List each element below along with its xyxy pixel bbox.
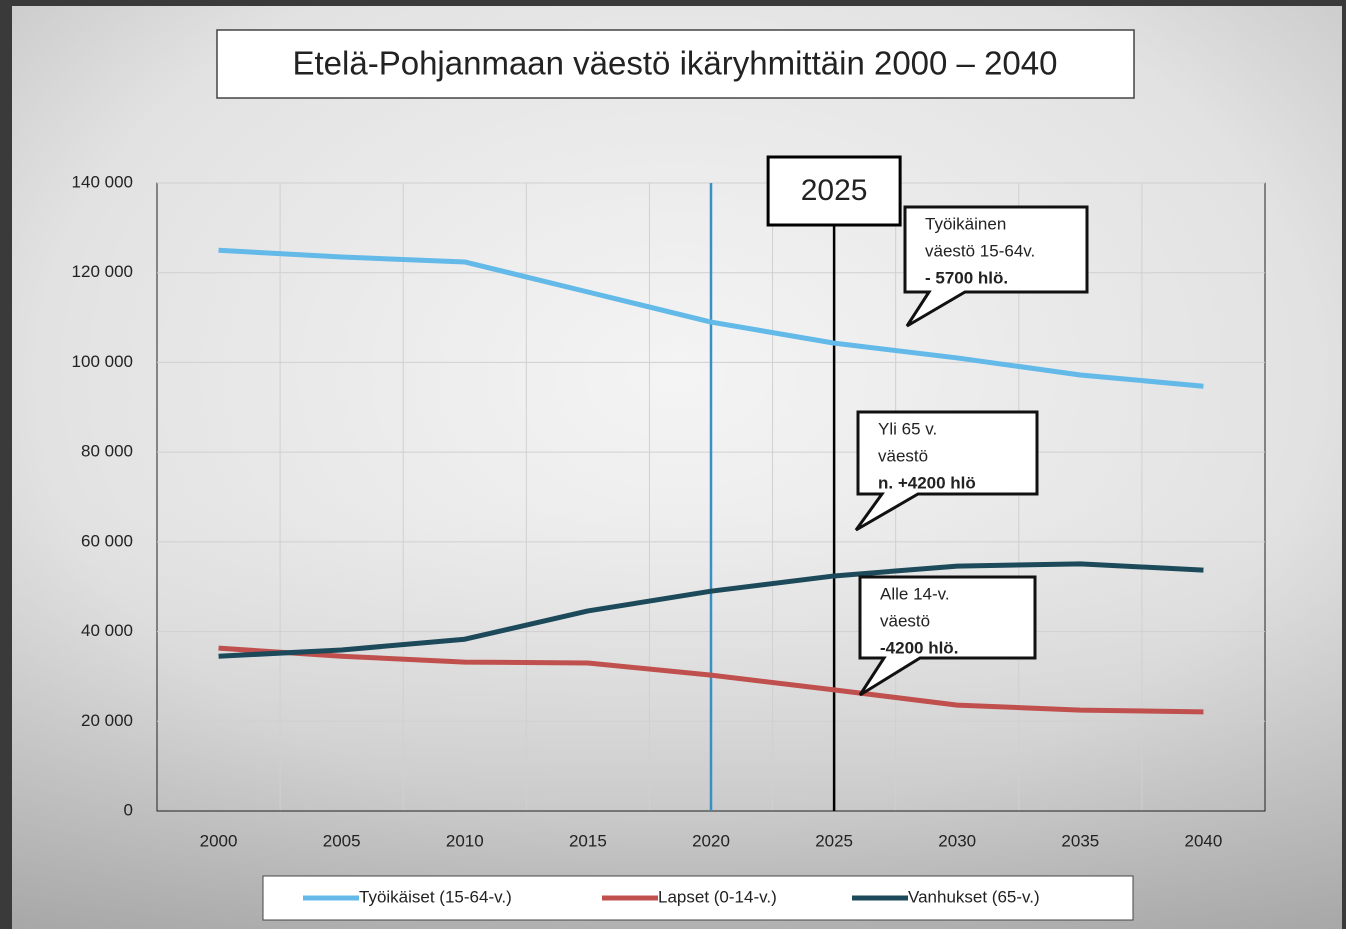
y-tick-label: 140 000 — [72, 172, 133, 191]
callout — [854, 410, 1039, 532]
x-tick-label: 2005 — [323, 831, 361, 850]
series-line — [218, 561, 1204, 659]
x-tick-label: 2000 — [200, 831, 238, 850]
callout-text: -4200 hlö. — [880, 638, 958, 657]
callout-text: väestö — [878, 446, 928, 465]
y-tick-label: 40 000 — [81, 621, 133, 640]
x-tick-label: 2020 — [692, 831, 730, 850]
callout — [903, 205, 1089, 328]
x-tick-label: 2010 — [446, 831, 484, 850]
y-tick-label: 100 000 — [72, 352, 133, 371]
callout-text: väestö 15-64v. — [925, 241, 1035, 260]
callout-text: Alle 14-v. — [880, 584, 950, 603]
x-tick-label: 2030 — [938, 831, 976, 850]
x-tick-label: 2025 — [815, 831, 853, 850]
chart-title: Etelä-Pohjanmaan väestö ikäryhmittäin 20… — [293, 45, 1058, 82]
legend-label: Lapset (0-14-v.) — [658, 887, 777, 906]
x-tick-label: 2035 — [1061, 831, 1099, 850]
y-tick-label: 20 000 — [81, 711, 133, 730]
x-tick-label: 2015 — [569, 831, 607, 850]
legend-label: Työikäiset (15-64-v.) — [359, 887, 512, 906]
y-tick-label: 0 — [124, 800, 133, 819]
background-trees — [12, 500, 1342, 929]
y-tick-label: 60 000 — [81, 531, 133, 550]
legend-label: Vanhukset (65-v.) — [908, 887, 1040, 906]
y-tick-label: 120 000 — [72, 262, 133, 281]
callout-text: Työikäinen — [925, 214, 1006, 233]
title-box — [216, 29, 1135, 99]
callout-text: Yli 65 v. — [878, 419, 937, 438]
series-line — [218, 645, 1204, 715]
marker-label: 2025 — [801, 174, 868, 207]
x-tick-label: 2040 — [1185, 831, 1223, 850]
callout-text: n. +4200 hlö — [878, 473, 976, 492]
callout-text: väestö — [880, 611, 930, 630]
marker-label-box — [766, 155, 902, 227]
callout-text: - 5700 hlö. — [925, 268, 1008, 287]
series-line — [218, 247, 1204, 389]
y-tick-label: 80 000 — [81, 442, 133, 461]
callout — [858, 575, 1037, 697]
legend-box — [262, 875, 1134, 921]
